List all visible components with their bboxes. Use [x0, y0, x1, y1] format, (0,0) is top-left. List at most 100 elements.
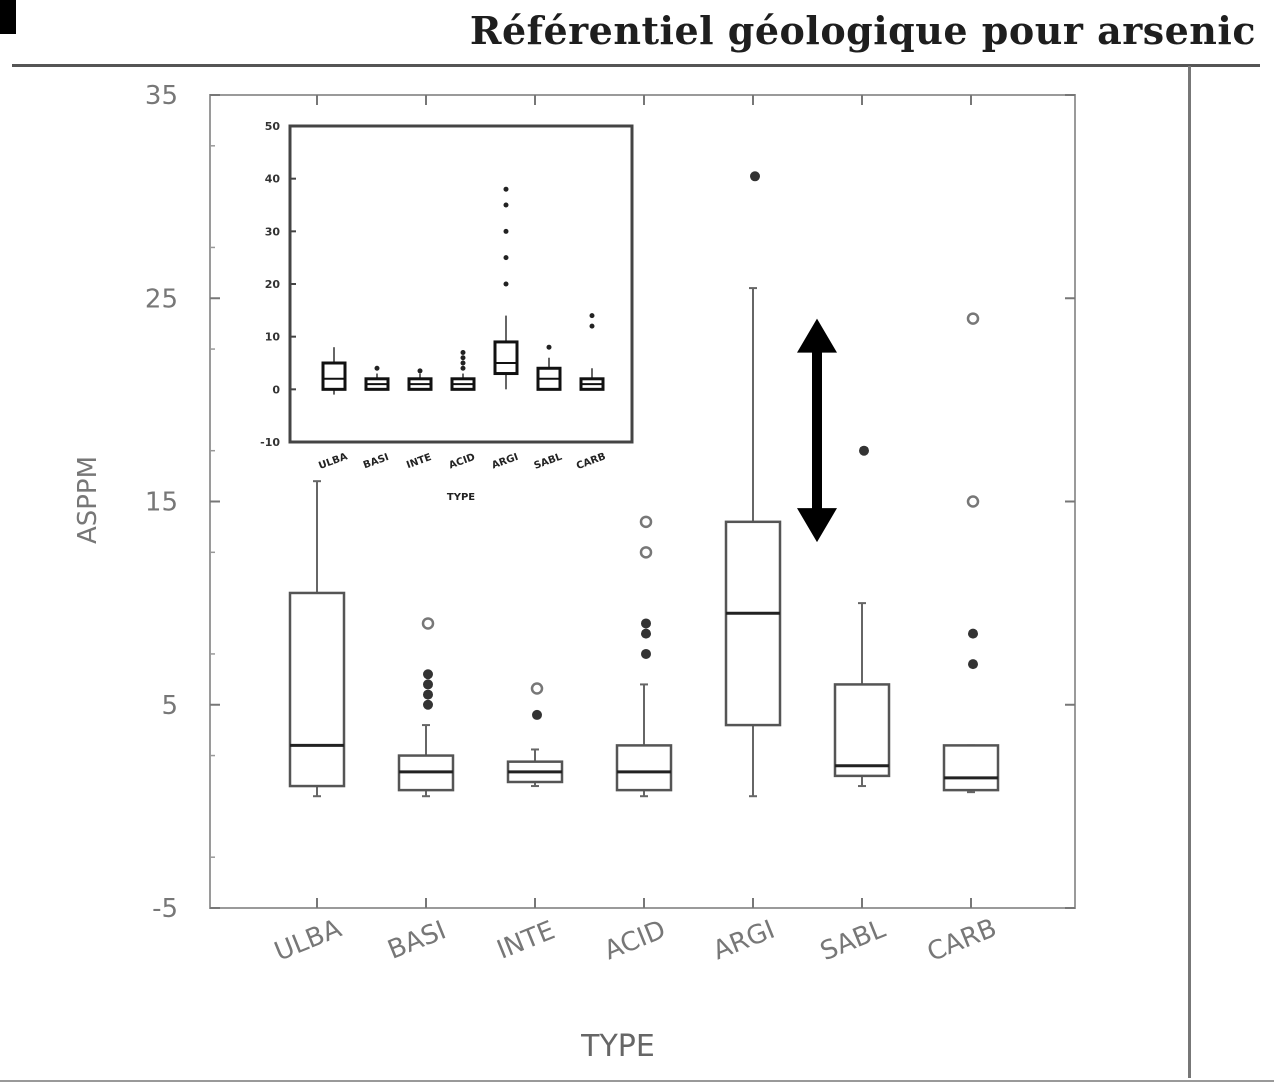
axis-ticks [210, 94, 1075, 909]
box-inte [506, 682, 564, 788]
box-carb [942, 312, 1000, 794]
inset-frame [288, 124, 634, 444]
inset-x-label: BASI [362, 452, 390, 471]
y-tick-label: 15 [145, 488, 178, 518]
x-tick-label: ACID [600, 915, 670, 966]
outlier-circle [966, 495, 980, 508]
box-iqr [724, 520, 782, 727]
y-tick-label: 35 [145, 81, 178, 111]
bottom-rule [0, 1080, 1274, 1082]
box-acid [615, 515, 673, 798]
inset-y-tick-label: 0 [272, 383, 280, 396]
x-tick-label: BASI [384, 915, 451, 965]
inset-box [536, 344, 562, 391]
box-iqr [942, 744, 1000, 792]
boxes [288, 171, 1000, 798]
outlier-circle [639, 515, 653, 529]
box-iqr [833, 683, 891, 778]
outlier-star [641, 648, 651, 659]
y-tick-label: 25 [145, 284, 178, 314]
inset-box [364, 365, 390, 391]
inset-outlier [503, 202, 509, 208]
inset-outlier [589, 313, 595, 319]
inset-boxes [321, 186, 605, 395]
box-sabl [833, 445, 891, 788]
outlier-circle [639, 546, 653, 559]
inset-x-label: CARB [575, 451, 607, 472]
outlier-star [968, 628, 978, 639]
right-rule [1188, 66, 1191, 1078]
x-tick-label: SABL [816, 914, 890, 967]
x-tick-labels: ULBA BASI INTE ACID ARGI SABL CARB [270, 913, 1001, 968]
title-rule [12, 64, 1260, 67]
corner-mark [0, 0, 16, 34]
outlier-star [641, 618, 651, 629]
inset-box [579, 313, 605, 391]
inset-outlier [374, 365, 380, 371]
inset-x-axis-label: TYPE [447, 492, 475, 503]
inset-outlier [460, 360, 466, 366]
y-tick-label: 5 [161, 691, 178, 721]
box-iqr [615, 744, 673, 792]
outlier-circle [530, 682, 544, 695]
inset-y-tick-label: 30 [265, 225, 281, 238]
inset-x-labels: ULBA BASI INTE ACID ARGI SABL CARB TYPE [317, 451, 607, 503]
y-axis-label: ASPPM [73, 456, 103, 544]
inset-y-tick-label: 10 [265, 331, 281, 344]
inset-y-tick-label: 40 [265, 173, 281, 186]
box-basi [397, 617, 455, 798]
box-argi [724, 171, 782, 798]
x-tick-label: ARGI [709, 915, 779, 967]
inset-outlier [589, 323, 595, 329]
inset-y-tick-label: -10 [260, 436, 280, 449]
inset-x-label: INTE [405, 452, 433, 471]
y-tick-label: -5 [152, 894, 178, 924]
inset-chart: -10 0 10 20 30 40 50 ULBA BASI INTE ACID ARGI SABL C… [260, 120, 634, 503]
arrow-head-down [797, 508, 837, 543]
inset-box [493, 186, 519, 390]
arrow-shaft [812, 348, 822, 513]
page-title: Référentiel géologique pour arsenic [469, 8, 1256, 53]
inset-x-label: ARGI [490, 452, 519, 472]
outlier-star [641, 628, 651, 639]
x-tick-label: ULBA [270, 914, 346, 968]
inset-outlier [503, 281, 509, 287]
inset-x-label: SABL [533, 451, 565, 471]
outlier-star [423, 679, 433, 690]
double-arrow-annotation [797, 318, 837, 543]
y-tick-labels: -5 5 15 25 35 [145, 81, 178, 924]
box-iqr [288, 591, 346, 788]
inset-box [321, 347, 347, 395]
outlier-star [423, 689, 433, 700]
x-tick-label: INTE [493, 916, 559, 966]
arrow-head-up [797, 318, 837, 353]
inset-box [407, 368, 433, 391]
x-tick-label: CARB [923, 913, 1001, 968]
inset-x-label: ULBA [317, 451, 349, 472]
outlier-star [968, 659, 978, 670]
inset-y-tick-label: 20 [265, 278, 281, 291]
outlier-star [532, 709, 542, 720]
inset-y-tick-label: 50 [265, 120, 281, 133]
outlier-star [859, 445, 869, 456]
outlier-star [423, 699, 433, 710]
inset-outlier [460, 365, 466, 371]
inset-outlier [503, 228, 509, 234]
x-axis-label: TYPE [580, 1029, 655, 1064]
outlier-star [423, 669, 433, 680]
inset-box [450, 349, 476, 391]
inset-outlier [460, 355, 466, 361]
inset-outlier [417, 368, 423, 374]
inset-y-ticks: -10 0 10 20 30 40 50 [260, 120, 296, 449]
inset-outlier [546, 344, 552, 350]
inset-box-iqr [321, 361, 347, 391]
inset-outlier [460, 349, 466, 355]
inset-outlier [503, 186, 509, 192]
inset-x-label: ACID [448, 452, 477, 472]
inset-outlier [503, 255, 509, 261]
outlier-star [750, 171, 760, 182]
outlier-circle [421, 617, 435, 630]
inset-box-iqr [493, 340, 519, 376]
outlier-circle [966, 312, 980, 325]
